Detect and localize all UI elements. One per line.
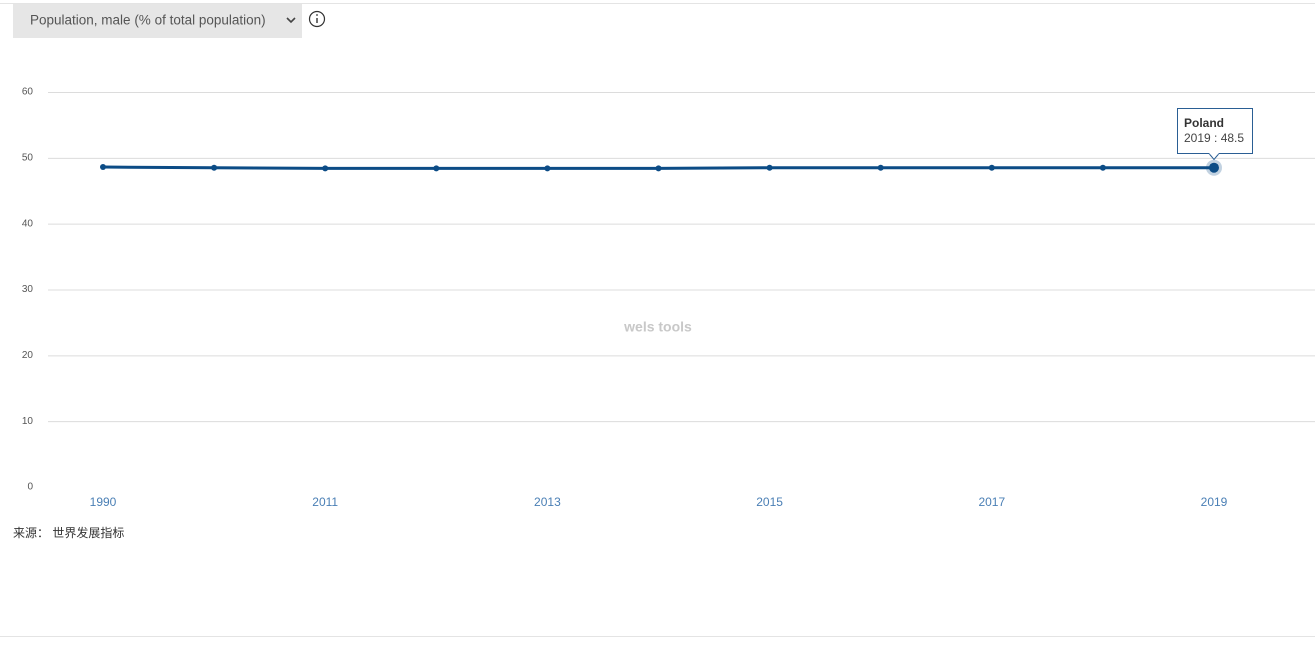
point <box>322 165 329 172</box>
info-icon[interactable] <box>308 10 326 28</box>
y-tick-label: 60 <box>22 87 34 98</box>
y-tick-label: 20 <box>22 350 34 361</box>
plot <box>100 159 1222 176</box>
x-tick-label: 2017 <box>978 495 1005 509</box>
y-tick-label: 10 <box>22 416 34 427</box>
indicator-dropdown[interactable]: Population, male (% of total population) <box>13 4 302 38</box>
y-tick-label: 40 <box>22 218 34 229</box>
point <box>211 164 218 171</box>
dropdown-label[interactable]: Population, male (% of total population) <box>30 13 266 28</box>
point <box>433 165 440 172</box>
y-tick-label: 50 <box>22 152 34 163</box>
y-tick-label: 30 <box>22 284 34 295</box>
point <box>1209 162 1219 173</box>
tooltip-text: 2019 : 48.5 <box>1184 131 1244 145</box>
info-circle[interactable] <box>308 10 326 28</box>
point <box>544 165 551 172</box>
x-tick-label: 2013 <box>534 495 561 509</box>
x-tick-label: 2019 <box>1201 495 1228 509</box>
source-note: 来源： 世界发展指标 <box>13 525 124 540</box>
x-tick-label: 1990 <box>90 495 117 509</box>
tooltip-box <box>1177 108 1253 154</box>
dropdown-box[interactable] <box>13 4 302 38</box>
info-dot[interactable] <box>316 14 318 16</box>
point <box>655 165 662 172</box>
dropdown-arrow[interactable] <box>286 17 296 24</box>
tooltip-pointer <box>1208 153 1220 161</box>
x-tick-label: 2015 <box>756 495 783 509</box>
point <box>877 164 884 171</box>
x-tick-label: 2011 <box>312 495 338 509</box>
watermark: wels tools <box>623 319 692 335</box>
y-tick-label: 0 <box>27 482 33 493</box>
tooltip-title: Poland <box>1184 116 1224 130</box>
point <box>1099 164 1106 171</box>
grid: 0 10 20 30 40 50 60 1990 2011 2013 2015 2017 2019 <box>22 87 1315 509</box>
tooltip: Poland 2019 : 48.5 <box>1177 108 1253 161</box>
point <box>766 164 773 171</box>
point <box>988 164 995 171</box>
point <box>100 164 106 171</box>
